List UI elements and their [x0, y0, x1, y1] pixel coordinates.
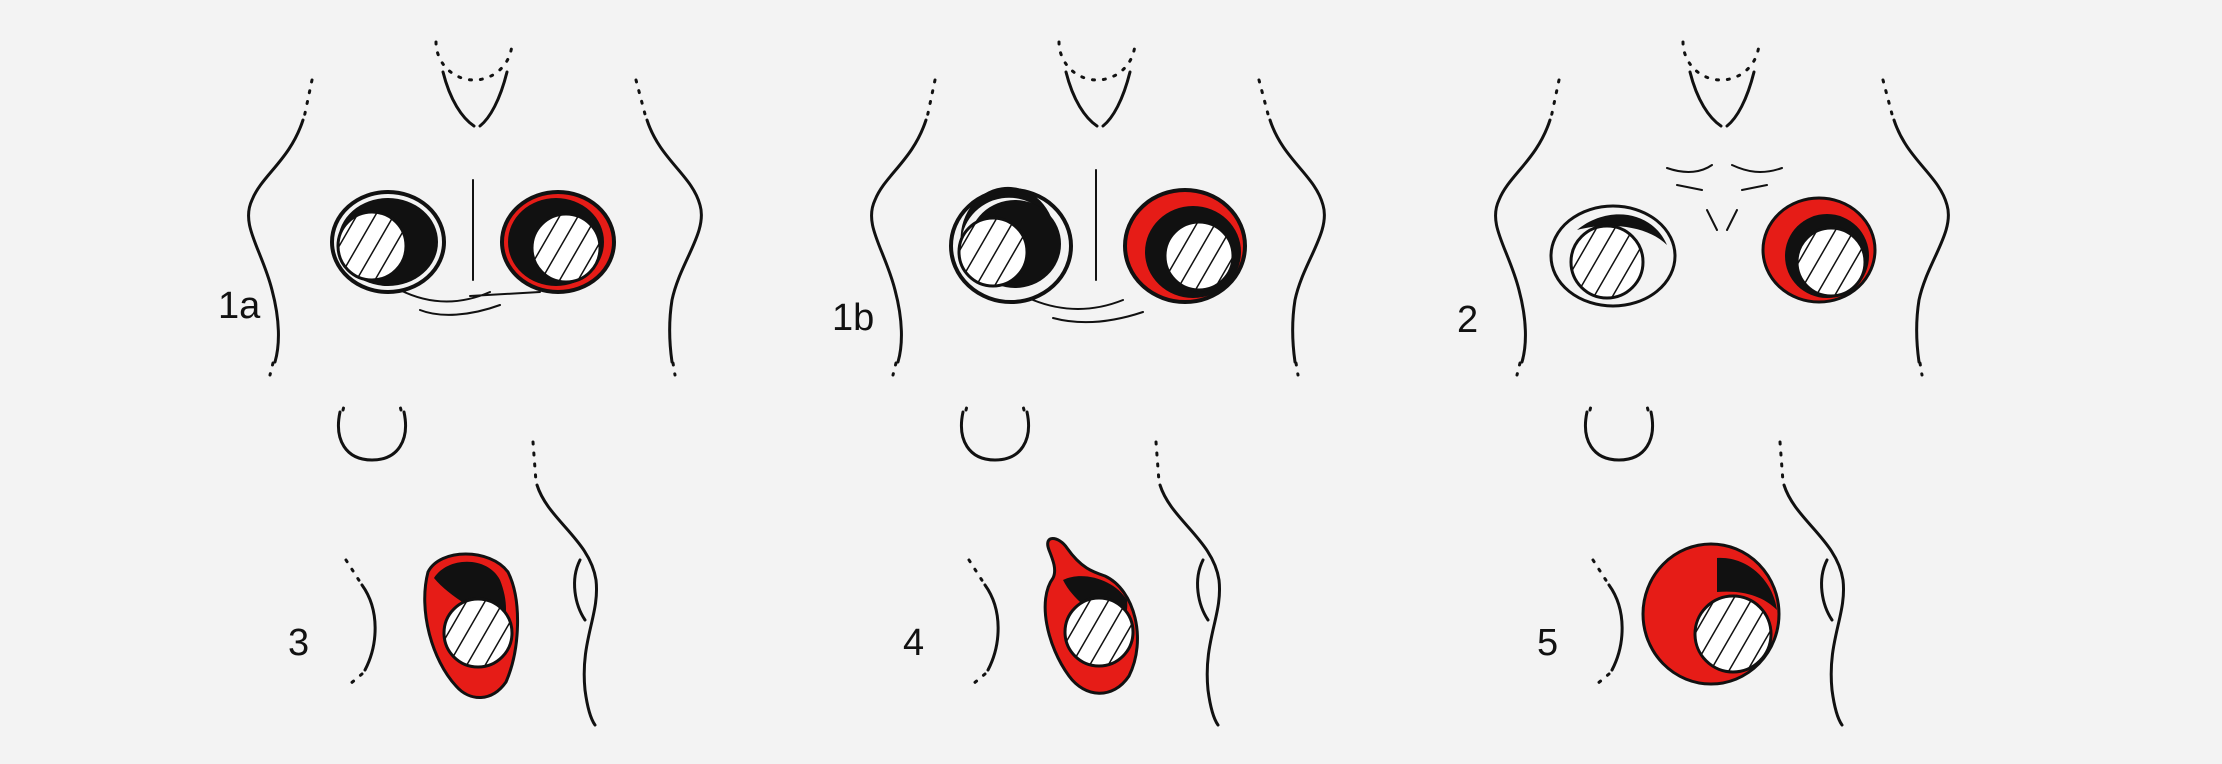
implant-left [1549, 204, 1677, 308]
neck-line-right [478, 70, 509, 128]
panel-label: 1b [832, 297, 874, 339]
implant-left [330, 190, 446, 294]
panel-1b: 1b [832, 40, 1326, 377]
panel-label: 5 [1537, 622, 1558, 664]
arm-dots [344, 558, 364, 587]
implant-right-highlighted [500, 190, 616, 294]
panel-label: 2 [1457, 299, 1478, 341]
torso-outline-right [645, 118, 703, 364]
implant-highlighted [423, 552, 520, 699]
torso-outline [535, 483, 599, 727]
panel-label: 4 [903, 622, 924, 664]
panel-label: 3 [288, 622, 309, 664]
torso-outline-left [247, 118, 305, 364]
arm-outline [360, 583, 377, 672]
neck-outline [337, 410, 407, 462]
torso-dots-right [634, 78, 648, 120]
implant-hatch [336, 210, 408, 282]
panel-label: 1a [218, 285, 261, 327]
neck-line-left [441, 70, 476, 128]
panel-2: 2 [1457, 40, 1950, 377]
torso-dots [531, 440, 538, 484]
panel-3: 3 [288, 400, 599, 727]
implant-right-highlighted [1761, 196, 1877, 304]
panel-1a: 1a [218, 40, 703, 377]
implant-highlighted [1043, 537, 1139, 695]
neck-outline [434, 40, 514, 82]
panel-4: 4 [903, 400, 1222, 727]
skin-folds [399, 289, 541, 316]
implant-highlighted [1641, 542, 1781, 686]
implant-right-highlighted [1123, 188, 1247, 304]
implant-hatch [530, 212, 602, 284]
torso-dots-left [302, 78, 314, 120]
implant-left [949, 186, 1073, 304]
panel-5: 5 [1537, 400, 1846, 727]
